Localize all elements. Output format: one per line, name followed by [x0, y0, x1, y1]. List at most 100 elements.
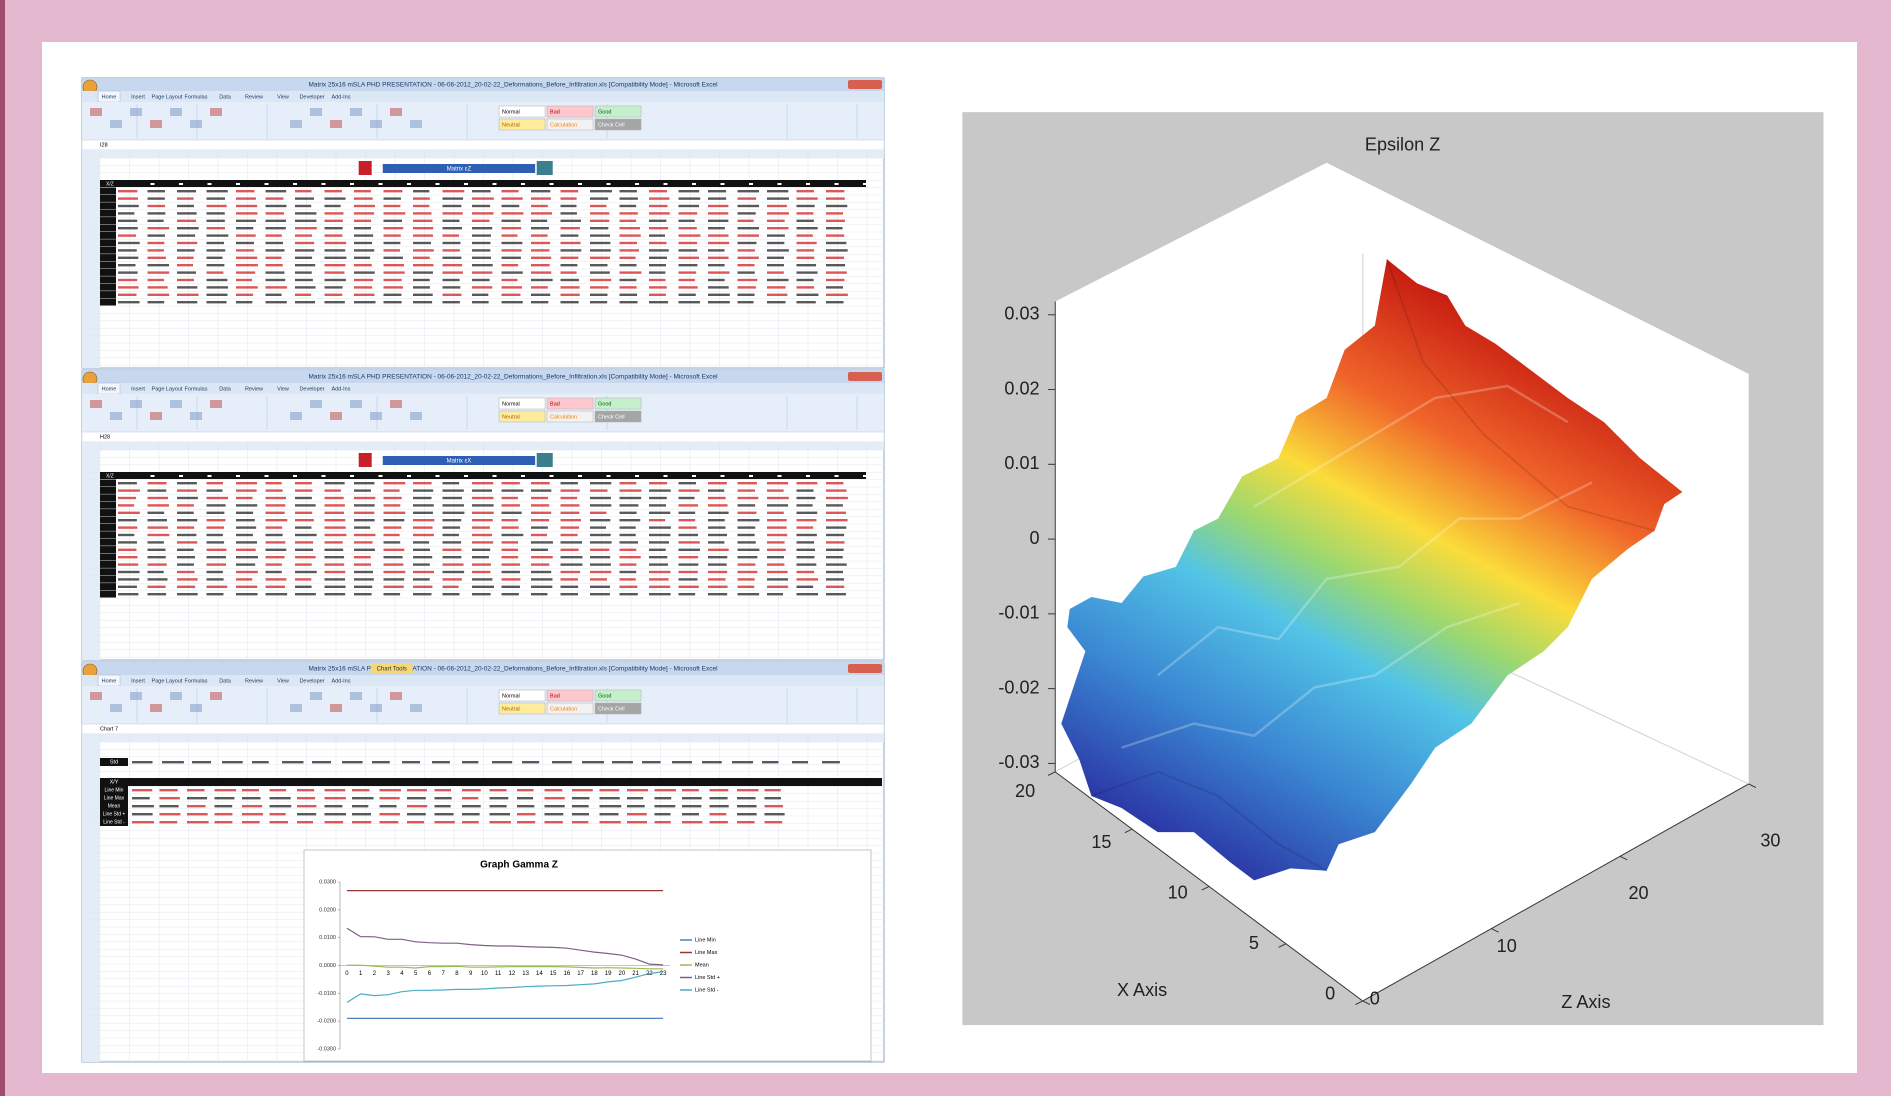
ribbon-tab[interactable]: Add-Ins	[332, 94, 351, 100]
cell-style-label[interactable]: Good	[598, 693, 611, 699]
cell-content	[177, 264, 193, 266]
cell-content	[472, 571, 490, 573]
ribbon-tab[interactable]: Review	[245, 94, 263, 100]
ribbon-tab[interactable]: Formulas	[185, 94, 208, 100]
cell-content	[472, 549, 490, 551]
cell-content	[352, 821, 371, 823]
ribbon-tab[interactable]: Home	[102, 678, 117, 684]
ribbon-tab[interactable]: Page Layout	[152, 678, 183, 684]
cell-content	[413, 512, 433, 514]
cell-style-label[interactable]: Bad	[550, 693, 560, 699]
cell-style-label[interactable]: Check Cell	[598, 122, 625, 128]
cell-content	[708, 212, 728, 214]
cell-content	[342, 761, 363, 763]
cell-content	[590, 190, 612, 192]
header-content	[151, 475, 155, 477]
cell-style-label[interactable]: Neutral	[502, 706, 520, 712]
cell-content	[236, 489, 257, 491]
y-tick-label: 0.0000	[319, 963, 336, 969]
cell-style-label[interactable]: Bad	[550, 401, 560, 407]
cell-style-label[interactable]: Calculation	[550, 414, 577, 420]
ribbon-tab[interactable]: Developer	[299, 386, 324, 392]
cell-style-label[interactable]: Good	[598, 109, 611, 115]
cell-content	[797, 212, 814, 214]
ribbon-tab[interactable]: Page Layout	[152, 386, 183, 392]
cell-content	[627, 805, 645, 807]
cell-content	[826, 519, 848, 521]
cell-style-label[interactable]: Normal	[502, 401, 520, 407]
ribbon-tab[interactable]: Page Layout	[152, 94, 183, 100]
cell-content	[590, 541, 612, 543]
ribbon-tab[interactable]: Review	[245, 678, 263, 684]
ribbon-tab[interactable]: Add-Ins	[332, 386, 351, 392]
cell-content	[325, 482, 345, 484]
ribbon-tab[interactable]: Insert	[131, 386, 145, 392]
cell-content	[472, 286, 492, 288]
cell-content	[797, 497, 816, 499]
cell-content	[207, 301, 227, 303]
cell-content	[352, 813, 371, 815]
header-content	[721, 183, 725, 185]
cell-content	[649, 489, 671, 491]
cell-content	[413, 593, 431, 595]
cell-content	[384, 578, 405, 580]
ribbon-tab[interactable]: Developer	[299, 94, 324, 100]
cell-content	[266, 220, 286, 222]
ribbon-tab[interactable]: Insert	[131, 678, 145, 684]
cell-style-label[interactable]: Normal	[502, 109, 520, 115]
ribbon-tab[interactable]: Data	[219, 678, 232, 684]
cell-style-label[interactable]: Good	[598, 401, 611, 407]
cell-content	[443, 249, 460, 251]
cell-style-label[interactable]: Calculation	[550, 122, 577, 128]
ribbon-icon	[110, 704, 122, 712]
cell-content	[462, 797, 478, 799]
ribbon-icon	[330, 412, 342, 420]
x-tick-label: 11	[495, 971, 502, 977]
cell-content	[738, 571, 758, 573]
ribbon-tab[interactable]: Review	[245, 386, 263, 392]
ribbon-tab[interactable]: View	[277, 386, 289, 392]
cell-content	[242, 813, 263, 815]
cell-style-label[interactable]: Check Cell	[598, 414, 625, 420]
cell-content	[118, 482, 137, 484]
ribbon-tab[interactable]: Add-Ins	[332, 678, 351, 684]
cell-content	[236, 534, 253, 536]
header-content	[607, 183, 611, 185]
cell-content	[522, 761, 539, 763]
ribbon-tab[interactable]: Home	[102, 94, 117, 100]
cell-style-label[interactable]: Normal	[502, 693, 520, 699]
cell-style-label[interactable]: Bad	[550, 109, 560, 115]
cell-content	[517, 797, 533, 799]
ribbon-tab[interactable]: Formulas	[185, 386, 208, 392]
cell-style-label[interactable]: Check Cell	[598, 706, 625, 712]
cell-content	[737, 789, 759, 791]
cell-content	[590, 497, 611, 499]
ribbon-tab[interactable]: Data	[219, 386, 232, 392]
cell-style-label[interactable]: Calculation	[550, 706, 577, 712]
ribbon-tab[interactable]: View	[277, 678, 289, 684]
cell-style-label[interactable]: Neutral	[502, 122, 520, 128]
cell-content	[384, 512, 406, 514]
cell-content	[531, 571, 551, 573]
cell-content	[679, 249, 698, 251]
cell-content	[738, 249, 755, 251]
cell-content	[679, 234, 701, 236]
ribbon-tab[interactable]: Data	[219, 94, 232, 100]
cell-content	[531, 286, 548, 288]
ribbon-tab[interactable]: Insert	[131, 94, 145, 100]
cell-style-label[interactable]: Neutral	[502, 414, 520, 420]
cell-content	[738, 234, 759, 236]
ribbon-tab[interactable]: Home	[102, 386, 117, 392]
cell-content	[118, 556, 137, 558]
cell-content	[354, 556, 371, 558]
cell-content	[472, 205, 490, 207]
ribbon-tab[interactable]: View	[277, 94, 289, 100]
ribbon-tab[interactable]: Formulas	[185, 678, 208, 684]
cell-content	[295, 512, 312, 514]
cell-content	[407, 805, 427, 807]
cell-content	[295, 205, 311, 207]
ribbon-tab[interactable]: Developer	[299, 678, 324, 684]
cell-content	[325, 512, 345, 514]
cell-content	[572, 813, 589, 815]
cell-content	[590, 563, 611, 565]
